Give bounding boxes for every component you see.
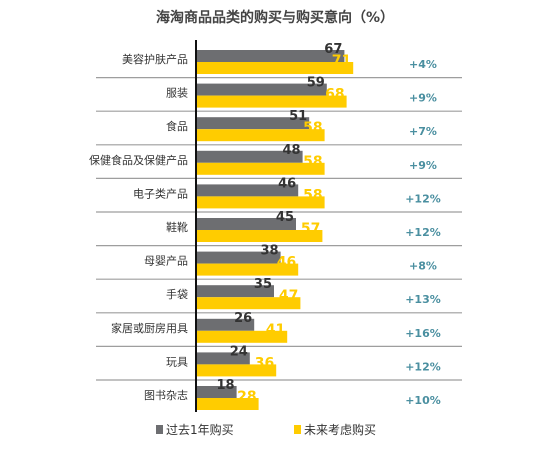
data-label: 28 <box>237 389 256 405</box>
legend-swatch-past-year <box>156 425 163 434</box>
legend-swatch-future-intent <box>294 425 301 434</box>
category-label: 美容护肤产品 <box>122 52 188 66</box>
data-label: 18 <box>217 378 235 393</box>
data-label: 58 <box>303 120 322 136</box>
data-label: 41 <box>266 322 285 338</box>
data-label: 71 <box>332 53 351 69</box>
change-label: +9% <box>409 92 437 105</box>
change-label: +13% <box>405 293 441 306</box>
change-label: +4% <box>409 58 437 71</box>
bar-future-intent <box>197 162 325 175</box>
data-label: 57 <box>301 221 320 237</box>
bar-past-year <box>197 50 345 62</box>
bar-past-year <box>197 251 281 264</box>
data-label: 38 <box>261 244 279 259</box>
bar-future-intent <box>197 62 354 74</box>
change-label: +12% <box>405 226 441 239</box>
change-label: +8% <box>409 260 437 273</box>
data-label: 59 <box>307 76 325 91</box>
data-label: 26 <box>234 311 252 326</box>
chart-row: 鞋靴 45 57 +12% <box>96 210 462 247</box>
chart-row: 玩具 24 36 +12% <box>96 344 462 381</box>
category-label: 保健食品及保健产品 <box>89 153 188 167</box>
data-label: 45 <box>276 210 294 225</box>
category-label: 服装 <box>166 87 188 100</box>
chart-row: 家居或厨房用具 26 41 +16% <box>96 311 462 347</box>
legend: 过去1年购买 未来考虑购买 <box>156 422 376 437</box>
category-label: 母婴产品 <box>144 254 188 268</box>
category-label: 食品 <box>166 119 188 133</box>
bar-future-intent <box>197 230 323 242</box>
bar-future-intent <box>197 95 347 108</box>
bar-past-year <box>197 83 327 96</box>
data-label: 47 <box>279 288 298 304</box>
bar-past-year <box>197 318 255 331</box>
legend-label: 过去1年购买 <box>166 422 234 437</box>
change-label: +7% <box>409 125 437 138</box>
data-label: 67 <box>324 42 342 57</box>
chart-row: 电子类产品 46 58 +12% <box>96 176 462 213</box>
bar-past-year <box>197 184 299 197</box>
data-label: 48 <box>283 143 301 158</box>
change-label: +12% <box>405 192 441 205</box>
chart-row: 手袋 35 47 +13% <box>96 277 462 314</box>
legend-label: 未来考虑购买 <box>304 422 376 437</box>
category-label: 手袋 <box>166 287 188 301</box>
bar-past-year <box>197 352 250 365</box>
bar-future-intent <box>197 196 325 209</box>
category-label: 电子类产品 <box>133 186 188 200</box>
category-label: 图书杂志 <box>144 389 188 402</box>
bar-future-intent <box>197 364 277 377</box>
bar-past-year <box>197 117 310 130</box>
bar-past-year <box>197 218 296 230</box>
change-label: +16% <box>405 327 441 340</box>
data-label: 46 <box>278 176 296 191</box>
data-label: 58 <box>303 187 322 203</box>
change-label: +10% <box>405 394 441 407</box>
category-label: 玩具 <box>166 355 188 368</box>
bar-future-intent <box>197 297 301 310</box>
bar-future-intent <box>197 330 288 343</box>
bar-future-intent <box>197 129 325 142</box>
bar-past-year <box>197 285 274 298</box>
category-label: 鞋靴 <box>166 220 188 234</box>
category-label: 家居或厨房用具 <box>111 321 188 335</box>
data-label: 51 <box>289 109 307 124</box>
bar-future-intent <box>197 263 299 276</box>
change-label: +12% <box>405 360 441 373</box>
data-label: 58 <box>303 154 322 170</box>
data-label: 36 <box>255 355 274 371</box>
bar-future-intent <box>197 398 259 410</box>
change-label: +9% <box>409 159 437 172</box>
data-label: 68 <box>325 87 344 103</box>
bar-past-year <box>197 150 303 163</box>
bar-past-year <box>197 386 237 398</box>
data-label: 46 <box>277 255 296 271</box>
data-label: 35 <box>254 277 272 292</box>
data-label: 24 <box>230 344 248 359</box>
chart-title: 海淘商品品类的购买与购买意向（%） <box>156 9 394 26</box>
